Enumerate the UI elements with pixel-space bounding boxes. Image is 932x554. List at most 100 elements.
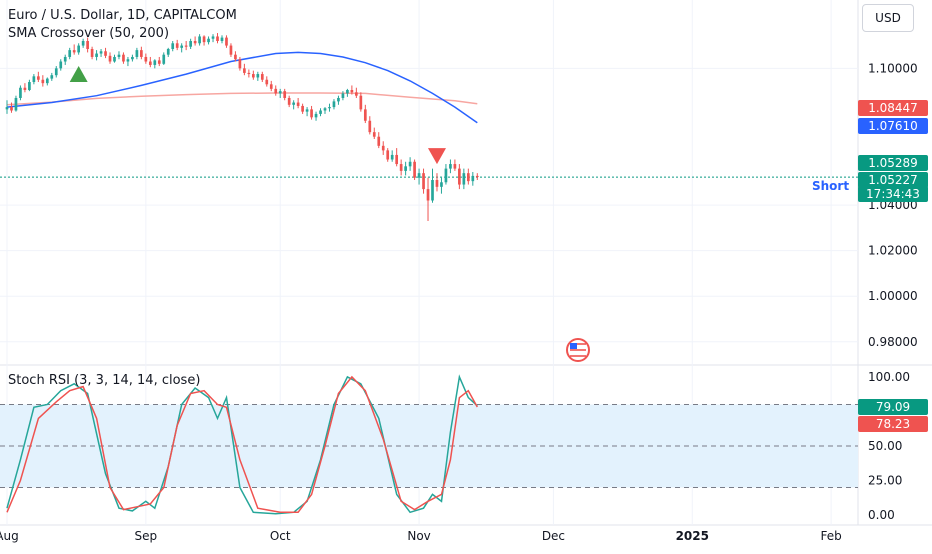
candle-body bbox=[287, 97, 291, 105]
candle bbox=[140, 46, 143, 60]
candle bbox=[23, 83, 27, 93]
candle bbox=[408, 157, 412, 171]
candle-body bbox=[41, 79, 45, 84]
candle-body bbox=[10, 107, 13, 111]
stoch-k-tag: 79.09 bbox=[858, 399, 928, 415]
candle-body bbox=[390, 154, 394, 160]
candle-body bbox=[63, 56, 67, 62]
candle-body bbox=[45, 78, 49, 84]
candle-body bbox=[77, 45, 81, 53]
candle-body bbox=[440, 182, 443, 187]
symbol-title: Euro / U.S. Dollar, 1D, CAPITALCOM bbox=[8, 8, 237, 23]
candle-body bbox=[256, 74, 260, 78]
time-tick-label: 2025 bbox=[676, 529, 709, 543]
candle bbox=[413, 159, 416, 180]
candle-body bbox=[359, 95, 363, 110]
candle bbox=[131, 54, 134, 62]
candle bbox=[117, 51, 121, 60]
candle bbox=[166, 47, 170, 57]
candle bbox=[37, 71, 40, 83]
candle-body bbox=[148, 61, 152, 65]
candle-body bbox=[162, 54, 166, 64]
candle bbox=[350, 85, 354, 95]
candle-body bbox=[368, 120, 372, 133]
candle bbox=[126, 56, 130, 67]
candle bbox=[341, 91, 345, 101]
time-tick-label: Aug bbox=[0, 529, 19, 543]
candle bbox=[229, 43, 233, 57]
stoch-title: Stoch RSI (3, 3, 14, 14, close) bbox=[8, 373, 201, 388]
candle-body bbox=[19, 87, 22, 98]
axis-labels: 1.100001.040001.020001.000000.98000AugSe… bbox=[0, 61, 918, 543]
candle-body bbox=[310, 109, 313, 118]
candle bbox=[431, 168, 434, 203]
candle-body bbox=[50, 75, 54, 79]
price-tick-label: 1.02000 bbox=[868, 244, 918, 258]
candle-body bbox=[260, 74, 264, 80]
sma-layer bbox=[0, 51, 858, 178]
candle-body bbox=[346, 90, 349, 94]
candle-body bbox=[332, 101, 336, 108]
candle-body bbox=[305, 109, 309, 112]
candle-body bbox=[131, 56, 134, 60]
candle bbox=[337, 95, 340, 105]
candle-body bbox=[220, 37, 224, 42]
candle-body bbox=[193, 41, 197, 44]
candle-body bbox=[404, 166, 407, 171]
countdown-tag: 17:34:43 bbox=[858, 186, 928, 202]
candle-body bbox=[341, 93, 345, 98]
candle bbox=[211, 34, 215, 43]
candle-body bbox=[314, 113, 318, 118]
stoch-tick-label: 50.00 bbox=[868, 439, 902, 453]
candle bbox=[426, 177, 430, 222]
candle-body bbox=[350, 90, 354, 93]
candle bbox=[68, 47, 72, 60]
buy-signal-triangle bbox=[69, 66, 88, 83]
candle bbox=[50, 72, 54, 81]
sma50-line bbox=[6, 51, 478, 124]
stoch-tick-label: 0.00 bbox=[868, 508, 895, 522]
candle-body bbox=[180, 45, 184, 48]
candle-body bbox=[323, 108, 327, 111]
candle bbox=[283, 88, 287, 101]
candle bbox=[475, 173, 479, 180]
candle-body bbox=[355, 92, 358, 96]
candle bbox=[10, 102, 13, 113]
candle-body bbox=[435, 180, 439, 187]
candle bbox=[417, 168, 421, 185]
time-tick-label: Nov bbox=[407, 529, 430, 543]
candle bbox=[363, 104, 367, 124]
candle bbox=[440, 177, 443, 194]
candle-body bbox=[247, 72, 251, 75]
candle-body bbox=[466, 173, 470, 182]
candle-body bbox=[399, 164, 403, 171]
candle-body bbox=[23, 87, 27, 90]
candle-body bbox=[462, 173, 466, 185]
candle bbox=[328, 103, 331, 112]
candle-body bbox=[319, 110, 322, 114]
stoch-line-d bbox=[6, 375, 478, 514]
price-tick-label: 1.00000 bbox=[868, 289, 918, 303]
candle bbox=[175, 39, 179, 51]
candle bbox=[435, 173, 439, 192]
candle bbox=[247, 69, 251, 78]
candle-body bbox=[72, 50, 76, 53]
candle-body bbox=[274, 88, 278, 94]
current-price-tag: 1.05227 bbox=[858, 172, 928, 188]
stoch-lines bbox=[6, 374, 478, 515]
candle bbox=[225, 35, 228, 48]
candle bbox=[28, 79, 31, 92]
time-tick-label: Sep bbox=[135, 529, 158, 543]
candle-body bbox=[189, 41, 192, 47]
candle bbox=[265, 76, 269, 87]
candle bbox=[453, 159, 457, 171]
currency-button[interactable]: USD bbox=[862, 4, 914, 32]
candle bbox=[332, 99, 336, 110]
candle-body bbox=[377, 136, 381, 146]
candle bbox=[381, 141, 385, 155]
candle bbox=[372, 127, 376, 139]
candle-body bbox=[337, 97, 340, 102]
candle bbox=[404, 161, 407, 176]
candle bbox=[193, 36, 197, 46]
